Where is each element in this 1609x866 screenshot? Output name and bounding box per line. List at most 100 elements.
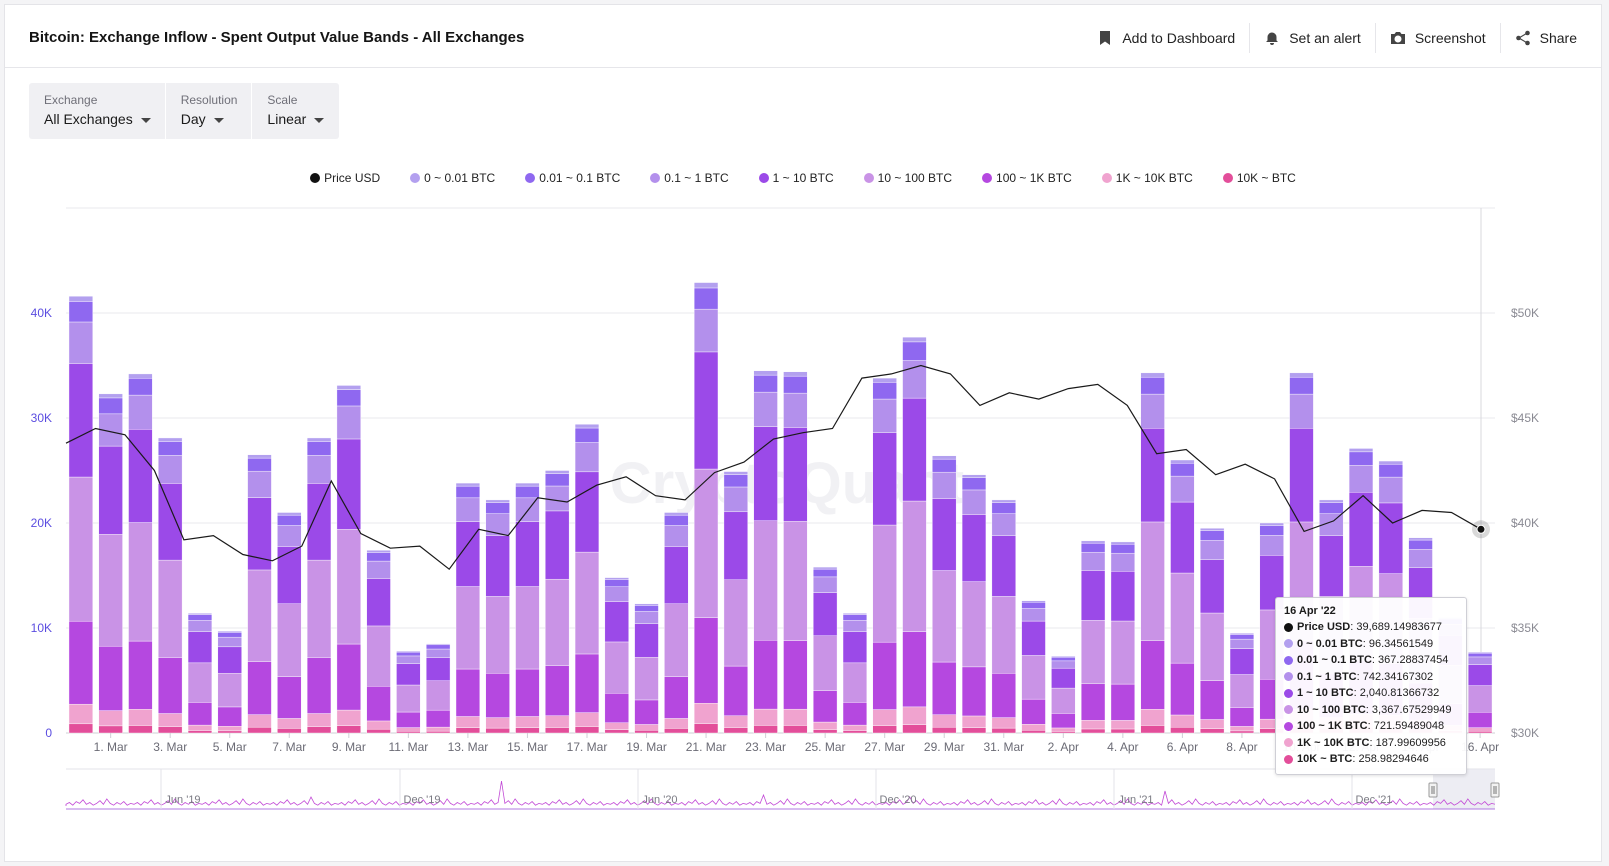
bar-segment bbox=[336, 725, 361, 734]
bar-segment bbox=[1140, 725, 1165, 734]
bar-segment bbox=[1021, 698, 1046, 725]
bar-segment bbox=[1319, 502, 1344, 514]
bar-segment bbox=[1348, 492, 1374, 567]
bar-segment bbox=[1110, 683, 1135, 721]
bar-segment bbox=[187, 662, 213, 703]
bar-segment bbox=[1200, 719, 1225, 729]
chart-tooltip: 16 Apr '22 Price USD: 39,689.14983677 0 … bbox=[1275, 597, 1467, 775]
bar-segment bbox=[515, 716, 540, 728]
bar-segment bbox=[455, 668, 481, 717]
bar-segment bbox=[664, 546, 689, 604]
bar-segment bbox=[277, 728, 302, 734]
navigator-handle[interactable] bbox=[1428, 782, 1438, 798]
bar-segment bbox=[604, 641, 629, 694]
bar-segment bbox=[455, 485, 481, 499]
bar-segment bbox=[1289, 393, 1314, 429]
bar-segment bbox=[604, 579, 629, 587]
bar-segment bbox=[455, 482, 481, 487]
bar-segment bbox=[783, 725, 808, 734]
bar-segment bbox=[961, 474, 987, 478]
bar-segment bbox=[813, 729, 838, 734]
tooltip-dot bbox=[1284, 655, 1293, 665]
share-button[interactable]: Share bbox=[1499, 23, 1591, 53]
legend-item-series[interactable]: 1K ~ 10K BTC bbox=[1101, 171, 1193, 185]
bar-segment bbox=[426, 680, 451, 711]
bar-segment bbox=[753, 426, 778, 521]
bar-segment bbox=[515, 497, 540, 522]
legend-item-series[interactable]: 0 ~ 0.01 BTC bbox=[410, 171, 495, 185]
bar-segment bbox=[634, 611, 659, 624]
bar-segment bbox=[842, 724, 868, 731]
bar-segment bbox=[1229, 726, 1255, 732]
exchange-label: Exchange bbox=[44, 93, 98, 107]
bar-segment bbox=[68, 723, 93, 734]
bar-segment bbox=[723, 474, 748, 488]
navigator-handle[interactable] bbox=[1490, 782, 1500, 798]
legend-dot bbox=[410, 173, 421, 183]
bar-segment bbox=[604, 577, 629, 580]
screenshot-button[interactable]: Screenshot bbox=[1374, 23, 1500, 53]
resolution-select[interactable]: Resolution Day bbox=[166, 83, 253, 139]
legend-item-series[interactable]: 1 ~ 10 BTC bbox=[758, 171, 834, 185]
bar-segment bbox=[515, 727, 540, 734]
bar-segment bbox=[932, 714, 957, 728]
bar-segment bbox=[1021, 724, 1046, 731]
bar-segment bbox=[1200, 528, 1225, 531]
y2-axis-tick-label: $40K bbox=[1511, 516, 1539, 530]
legend-item-series[interactable]: 0.1 ~ 1 BTC bbox=[650, 171, 729, 185]
bar-segment bbox=[545, 470, 570, 474]
bar-segment bbox=[1200, 559, 1225, 614]
scale-select[interactable]: Scale Linear bbox=[252, 83, 338, 139]
bar-segment bbox=[366, 728, 391, 734]
bar-segment bbox=[98, 397, 123, 415]
bar-segment bbox=[277, 718, 302, 729]
bar-segment bbox=[1021, 602, 1046, 609]
bar-segment bbox=[128, 709, 153, 726]
bar-segment bbox=[723, 727, 748, 734]
bar-segment bbox=[842, 631, 868, 664]
bar-segment bbox=[396, 651, 421, 657]
bar-segment bbox=[813, 576, 838, 593]
tooltip-dot bbox=[1284, 705, 1293, 715]
bar-segment bbox=[574, 442, 600, 473]
bar-segment bbox=[396, 655, 421, 664]
bar-segment bbox=[158, 483, 183, 561]
set-alert-button[interactable]: Set an alert bbox=[1249, 23, 1375, 53]
bar-segment bbox=[98, 534, 123, 647]
bar-segment bbox=[932, 570, 957, 663]
panel-header: Bitcoin: Exchange Inflow - Spent Output … bbox=[5, 5, 1601, 68]
y2-axis-tick-label: $30K bbox=[1511, 726, 1539, 740]
bar-segment bbox=[158, 455, 183, 484]
bar-segment bbox=[634, 699, 659, 725]
bar-segment bbox=[68, 296, 93, 302]
exchange-select[interactable]: Exchange All Exchanges bbox=[29, 83, 166, 139]
bar-segment bbox=[693, 282, 719, 289]
bar-segment bbox=[1289, 376, 1314, 395]
bar-segment bbox=[1140, 640, 1165, 710]
bar-segment bbox=[664, 676, 689, 719]
add-to-dashboard-button[interactable]: Add to Dashboard bbox=[1083, 23, 1249, 53]
legend-dot bbox=[982, 173, 993, 183]
bar-segment bbox=[128, 522, 153, 642]
legend-item-series[interactable]: 100 ~ 1K BTC bbox=[982, 171, 1072, 185]
bar-segment bbox=[1110, 541, 1135, 545]
bar-segment bbox=[1021, 730, 1046, 734]
bar-segment bbox=[545, 665, 570, 716]
bar-segment bbox=[1110, 720, 1135, 730]
bar-segment bbox=[574, 726, 600, 734]
bar-segment bbox=[634, 657, 659, 701]
x-axis-tick-label: 2. Apr bbox=[1048, 740, 1079, 754]
legend-item-price[interactable]: Price USD bbox=[310, 171, 380, 185]
bar-segment bbox=[693, 351, 719, 470]
legend-item-series[interactable]: 10 ~ 100 BTC bbox=[863, 171, 952, 185]
bar-segment bbox=[485, 673, 510, 718]
legend-item-series[interactable]: 0.01 ~ 0.1 BTC bbox=[525, 171, 620, 185]
bar-segment bbox=[872, 432, 897, 526]
legend-item-series[interactable]: 10K ~ BTC bbox=[1222, 171, 1296, 185]
bar-segment bbox=[217, 636, 242, 648]
bar-segment bbox=[872, 382, 897, 400]
bar-segment bbox=[1319, 535, 1344, 597]
bar-segment bbox=[1110, 620, 1135, 685]
y2-axis-tick-label: $45K bbox=[1511, 411, 1539, 425]
bar-segment bbox=[1468, 685, 1493, 713]
